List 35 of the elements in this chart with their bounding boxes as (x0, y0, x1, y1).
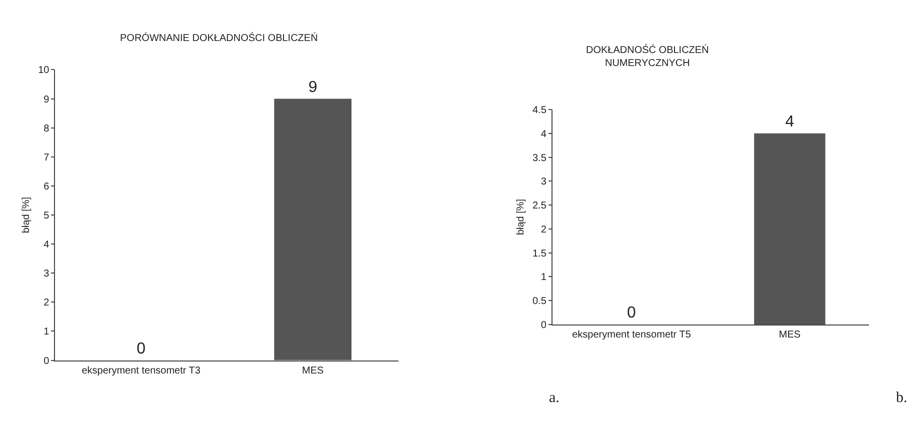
x-tick-label: MES (778, 329, 801, 340)
y-tick-label: 7 (44, 152, 50, 164)
y-tick-label: 3 (44, 268, 50, 280)
y-axis-title: błąd [%] (21, 196, 32, 234)
y-tick-label: 4.5 (532, 105, 547, 116)
chart-title: DOKŁADNOŚĆ OBLICZEŃ NUMERYCZNYCH (586, 44, 709, 69)
x-tick-label: eksperyment tensometr T3 (82, 365, 201, 376)
y-tick-label: 0.5 (532, 296, 547, 308)
y-tick-label: 1 (540, 272, 547, 284)
y-tick-label: 3 (540, 176, 547, 188)
y-tick-label: 4 (540, 128, 547, 140)
y-tick-label: 6 (44, 181, 50, 192)
data-label: 0 (627, 304, 636, 322)
data-label: 4 (785, 113, 794, 130)
y-tick-label: 3.5 (532, 152, 547, 164)
y-tick-label: 1 (44, 326, 50, 338)
y-tick-label: 1.5 (532, 248, 547, 260)
text: a. (549, 390, 560, 406)
x-tick-label: MES (302, 365, 324, 376)
y-tick-label: 8 (44, 123, 50, 134)
data-label: 0 (136, 340, 146, 358)
y-tick-label: 9 (44, 94, 50, 106)
y-tick-label: 5 (44, 210, 50, 222)
y-tick-label: 0 (44, 356, 50, 367)
y-tick-label: 4 (44, 240, 50, 251)
y-tick-label: 10 (38, 65, 50, 76)
y-tick-label: 2.5 (532, 200, 547, 212)
y-tick-label: 2 (44, 298, 50, 309)
y-tick-label: 0 (540, 320, 547, 331)
y-axis-title: błąd [%] (515, 198, 526, 236)
data-label: 9 (308, 78, 318, 96)
text: b. (896, 390, 908, 406)
x-tick-label: eksperyment tensometr T5 (572, 329, 692, 340)
chart-title: PORÓWNANIE DOKŁADNOŚCI OBLICZEŃ (120, 32, 318, 44)
y-tick-label: 2 (540, 224, 547, 236)
